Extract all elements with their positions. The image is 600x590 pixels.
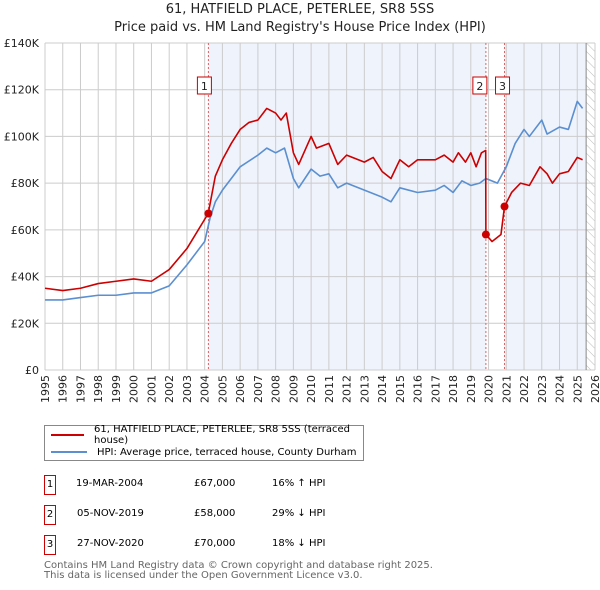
sale-number: 2 — [44, 505, 56, 525]
y-tick-label: £100K — [4, 130, 40, 143]
x-tick-label: 2019 — [465, 375, 478, 403]
footer-licence: This data is licensed under the Open Gov… — [44, 570, 363, 581]
sale-row: 2 05-NOV-2019 £58,000 29% ↓ HPI — [44, 505, 444, 525]
sale-point — [481, 230, 490, 239]
x-tick-label: 2023 — [536, 375, 549, 403]
sale-label-box — [495, 76, 511, 95]
sale-number: 3 — [44, 535, 56, 555]
shaded-ownership-period — [504, 43, 587, 370]
sale-label: 2 — [476, 80, 483, 93]
x-tick-label: 2024 — [554, 375, 567, 403]
sale-hpi: 16% ↑ HPI — [272, 478, 326, 489]
sale-price: £67,000 — [194, 478, 236, 489]
y-tick-label: £80K — [11, 177, 40, 190]
x-tick-label: 2004 — [199, 375, 212, 403]
y-tick-label: £40K — [11, 271, 40, 284]
sale-label-box — [472, 76, 488, 95]
x-tick-label: 2012 — [341, 375, 354, 403]
x-tick-label: 1995 — [39, 375, 52, 403]
chart-title: 61, HATFIELD PLACE, PETERLEE, SR8 5SS — [165, 2, 435, 17]
y-tick-label: £120K — [4, 84, 40, 97]
sale-date: 19-MAR-2004 — [76, 478, 144, 489]
y-tick-label: £60K — [11, 224, 40, 237]
sale-row: 3 27-NOV-2020 £70,000 18% ↓ HPI — [44, 535, 444, 555]
x-tick-label: 2015 — [394, 375, 407, 403]
sale-label: 3 — [499, 80, 506, 93]
footer: Contains HM Land Registry data © Crown c… — [44, 561, 433, 581]
sale-label-box — [196, 76, 212, 95]
property-price-line — [44, 107, 583, 292]
x-tick-label: 1999 — [110, 375, 123, 403]
legend-label-hpi: HPI: Average price, terraced house, Coun… — [97, 446, 357, 458]
sale-number: 1 — [44, 475, 56, 495]
shaded-ownership-period — [208, 43, 486, 370]
sale-price: £70,000 — [194, 538, 236, 549]
x-tick-label: 2025 — [571, 375, 584, 403]
sale-price: £58,000 — [194, 508, 236, 519]
x-tick-label: 2007 — [252, 375, 265, 403]
hpi-line — [45, 100, 584, 301]
legend-swatch-hpi — [51, 451, 87, 453]
legend-label-property: 61, HATFIELD PLACE, PETERLEE, SR8 5SS (t… — [94, 424, 350, 446]
x-tick-label: 2014 — [376, 375, 389, 403]
x-tick-label: 2001 — [145, 375, 158, 403]
x-tick-label: 1996 — [57, 375, 70, 403]
x-tick-label: 2013 — [358, 375, 371, 403]
sale-date: 05-NOV-2019 — [77, 508, 144, 519]
sale-date: 27-NOV-2020 — [77, 538, 144, 549]
sale-hpi: 29% ↓ HPI — [272, 508, 326, 519]
y-tick-label: £140K — [4, 37, 40, 50]
x-tick-label: 2016 — [412, 375, 425, 403]
x-tick-label: 2010 — [305, 375, 318, 403]
x-tick-label: 2026 — [589, 375, 600, 403]
y-tick-label: £0 — [25, 364, 39, 377]
x-tick-label: 2009 — [287, 375, 300, 403]
footer-copyright: Contains HM Land Registry data © Crown c… — [44, 560, 433, 571]
chart-subtitle: Price paid vs. HM Land Registry's House … — [114, 20, 486, 35]
x-tick-label: 1998 — [92, 375, 105, 403]
sale-point — [500, 202, 509, 211]
sale-label: 1 — [201, 80, 208, 93]
x-tick-label: 2021 — [500, 375, 513, 403]
sale-row: 1 19-MAR-2004 £67,000 16% ↑ HPI — [44, 475, 444, 495]
legend-swatch-property — [51, 434, 85, 436]
legend: 61, HATFIELD PLACE, PETERLEE, SR8 5SS (t… — [44, 424, 364, 461]
x-tick-label: 2022 — [518, 375, 531, 403]
x-tick-label: 1997 — [74, 375, 87, 403]
x-tick-label: 2011 — [323, 375, 336, 403]
sale-point — [204, 209, 213, 218]
sale-hpi: 18% ↓ HPI — [272, 538, 326, 549]
x-tick-label: 2002 — [163, 375, 176, 403]
x-tick-label: 2005 — [216, 375, 229, 403]
x-tick-label: 2008 — [270, 375, 283, 403]
forecast-hatch — [586, 43, 595, 370]
x-tick-label: 2006 — [234, 375, 247, 403]
x-tick-label: 2018 — [447, 375, 460, 403]
x-tick-label: 2003 — [181, 375, 194, 403]
plot-area: £0 £20K £40K £60K £80K £100K £120K £140K 1995 199… — [4, 37, 600, 403]
x-tick-label: 2017 — [429, 375, 442, 403]
y-tick-label: £20K — [11, 317, 40, 330]
x-tick-label: 2020 — [483, 375, 496, 403]
x-tick-label: 2000 — [128, 375, 141, 403]
